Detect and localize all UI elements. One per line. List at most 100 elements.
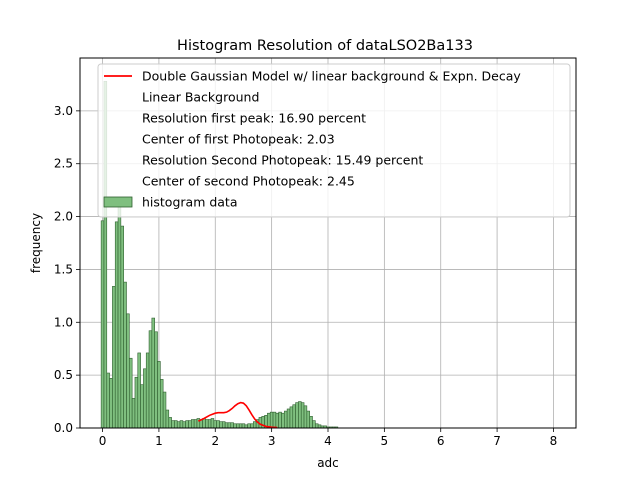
histogram-bar [213, 420, 217, 429]
histogram-bar [295, 402, 299, 429]
chart-title: Histogram Resolution of dataLSO2Ba133 [177, 38, 473, 54]
y-tick-label: 2.5 [54, 157, 73, 171]
histogram-bar [202, 418, 206, 429]
histogram-bar [106, 372, 110, 429]
legend-entry-label: Resolution Second Photopeak: 15.49 perce… [142, 153, 423, 168]
histogram-bar [174, 420, 178, 429]
histogram-bar [292, 404, 296, 429]
histogram-bar [298, 401, 302, 429]
histogram-bar [179, 420, 184, 429]
histogram-bar [188, 420, 192, 429]
histogram-bar [306, 410, 310, 429]
histogram-bar [109, 378, 113, 429]
histogram-bar [207, 419, 212, 429]
histogram-bar [227, 422, 232, 429]
histogram-bar [219, 421, 223, 429]
legend-entry-label: Resolution first peak: 16.90 percent [142, 111, 366, 126]
histogram-bar [129, 357, 133, 429]
histogram-bar [250, 423, 254, 429]
histogram-bar [176, 421, 181, 429]
histogram-bar [131, 398, 136, 429]
legend: Double Gaussian Model w/ linear backgrou… [97, 63, 571, 218]
histogram-bar [315, 423, 319, 429]
histogram-bar [171, 420, 175, 429]
histogram-bar [205, 419, 209, 429]
y-tick-label: 0.0 [54, 421, 73, 435]
x-tick-label: 4 [324, 434, 332, 448]
histogram-bar [157, 361, 161, 429]
histogram-bar [134, 376, 139, 429]
histogram-bar [303, 405, 308, 429]
histogram-bar [241, 423, 246, 429]
legend-entry-label: Double Gaussian Model w/ linear backgrou… [142, 69, 521, 84]
legend-entry-label: histogram data [142, 195, 238, 210]
model-curve-layer [198, 401, 278, 429]
histogram-bar [269, 411, 274, 429]
histogram-bar [182, 421, 186, 429]
histogram-bar [284, 410, 288, 429]
legend-box [97, 63, 571, 218]
double-gaussian-model-line [198, 401, 278, 429]
histogram-bar [160, 379, 164, 429]
histogram-bar [281, 412, 285, 429]
histogram-bar [143, 368, 147, 429]
histogram-bar [210, 418, 215, 429]
histogram-bar [148, 330, 153, 429]
histogram-bar [168, 417, 172, 429]
histogram-bar [191, 419, 195, 429]
x-tick-label: 5 [381, 434, 389, 448]
x-tick-label: 6 [437, 434, 445, 448]
x-tick-label: 2 [211, 434, 219, 448]
histogram-bar [123, 281, 127, 429]
histogram-bar [267, 412, 271, 429]
histogram-bar [278, 411, 282, 429]
y-axis-ticks: 0.0 0.5 1.0 1.5 2.0 2.5 3.0 [54, 104, 80, 435]
histogram-bar [222, 421, 226, 429]
histogram-bar [286, 408, 291, 429]
histogram-bar [216, 420, 220, 429]
histogram-bar [126, 313, 130, 429]
legend-patch-marker [103, 196, 133, 208]
x-axis-label: adc [317, 456, 339, 470]
histogram-bar [309, 416, 313, 429]
histogram-bar [145, 352, 150, 429]
x-tick-label: 3 [268, 434, 276, 448]
histogram-bars [100, 80, 339, 429]
y-tick-label: 0.5 [54, 368, 73, 382]
legend-entry-label: Center of second Photopeak: 2.45 [142, 174, 355, 189]
histogram-bar [112, 286, 116, 429]
histogram-bar [193, 419, 198, 429]
legend-entry-label: Linear Background [142, 90, 259, 105]
histogram-bar [162, 391, 167, 429]
x-tick-label: 0 [99, 434, 107, 448]
histogram-bar [289, 406, 294, 429]
y-tick-label: 2.0 [54, 210, 73, 224]
x-tick-label: 7 [493, 434, 501, 448]
histogram-bar [233, 423, 237, 429]
histogram-bar [253, 421, 257, 429]
histogram-bar [140, 384, 144, 429]
x-tick-label: 8 [550, 434, 558, 448]
histogram-bar [230, 422, 234, 429]
histogram-bar [272, 411, 277, 429]
histogram-bar [247, 423, 251, 429]
histogram-bar [300, 402, 305, 429]
histogram-bar [117, 203, 122, 429]
histogram-bar [120, 225, 124, 429]
histogram-bar [154, 331, 158, 429]
y-tick-label: 3.0 [54, 104, 73, 118]
histogram-bar [137, 352, 141, 429]
histogram-bar [165, 409, 170, 429]
histogram-bar [312, 420, 316, 429]
x-axis-ticks: 0 1 2 3 4 5 6 7 8 [99, 428, 558, 448]
histogram-bar [236, 423, 240, 429]
legend-entry-label: Center of first Photopeak: 2.03 [142, 132, 335, 147]
histogram-bar [275, 412, 279, 429]
histogram-bar [100, 220, 105, 429]
x-tick-label: 1 [155, 434, 163, 448]
histogram-bar [238, 423, 243, 429]
histogram-bar [185, 420, 189, 429]
y-tick-label: 1.5 [54, 262, 73, 276]
